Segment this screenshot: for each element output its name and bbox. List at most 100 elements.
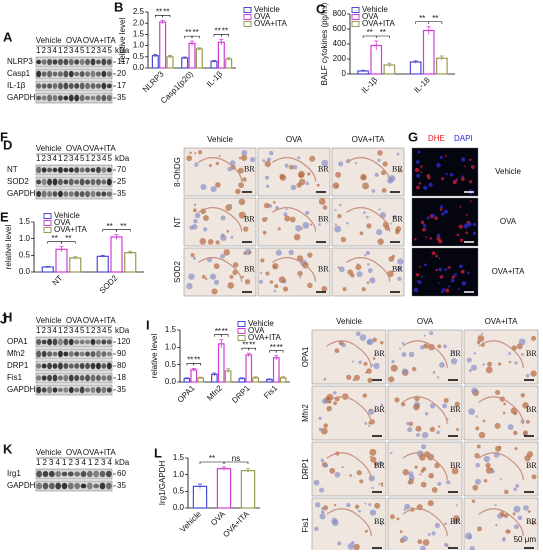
cell xyxy=(186,155,193,162)
band xyxy=(36,190,42,198)
band xyxy=(41,178,47,186)
cell xyxy=(299,276,302,279)
cell xyxy=(265,184,270,188)
y-tick-label: 1.5 xyxy=(165,325,177,334)
cell xyxy=(406,421,410,426)
alveolus xyxy=(478,452,524,480)
cell xyxy=(227,166,233,172)
significance-label: ** xyxy=(65,234,71,243)
significance-label: ** xyxy=(120,222,126,231)
band xyxy=(47,94,53,102)
y-tick-label: 2.0 xyxy=(133,18,145,27)
cell xyxy=(369,455,372,458)
cell xyxy=(368,424,371,428)
cell xyxy=(358,360,362,365)
cell xyxy=(423,343,429,349)
cell xyxy=(432,371,436,374)
significance-bracket xyxy=(428,21,443,24)
cell xyxy=(359,231,364,236)
band xyxy=(41,190,47,198)
band xyxy=(101,386,107,394)
band xyxy=(47,362,53,370)
cell xyxy=(338,161,344,167)
cell xyxy=(531,521,535,525)
cell-label: BR xyxy=(450,349,461,358)
legend-label: Vehicle xyxy=(54,211,80,220)
cell xyxy=(411,366,417,372)
significance-bracket xyxy=(162,14,171,18)
x-tick-label: Vehicle xyxy=(178,509,203,534)
cell xyxy=(207,239,214,245)
cell xyxy=(377,158,381,162)
band xyxy=(95,71,101,77)
cell xyxy=(334,348,340,354)
x-tick-label: OVA xyxy=(209,509,227,527)
mw-label: 20 xyxy=(117,69,126,78)
cell xyxy=(323,423,329,428)
band xyxy=(101,339,107,345)
cell xyxy=(485,366,493,374)
cell xyxy=(454,405,457,408)
cell xyxy=(320,458,325,463)
mw-label: 35 xyxy=(117,189,126,198)
cell xyxy=(297,270,303,277)
nucleus xyxy=(413,287,419,293)
band xyxy=(90,58,96,66)
band xyxy=(90,374,96,382)
nucleus xyxy=(424,227,427,230)
cell xyxy=(527,510,531,513)
cell xyxy=(451,467,459,475)
cell xyxy=(284,163,289,168)
cell xyxy=(283,212,288,217)
cell xyxy=(468,408,476,416)
cell xyxy=(238,157,242,160)
band xyxy=(47,190,53,198)
cell xyxy=(262,217,267,223)
nucleus xyxy=(424,263,427,267)
significance-bracket xyxy=(61,241,76,244)
band xyxy=(106,94,112,102)
band xyxy=(52,351,58,357)
cell xyxy=(523,505,529,511)
x-tick-label: Fis1 xyxy=(262,383,279,400)
nucleus xyxy=(425,236,427,239)
bar xyxy=(192,485,208,509)
panel-label: L xyxy=(154,445,162,460)
cell xyxy=(478,431,486,439)
bar xyxy=(190,369,198,383)
cell xyxy=(401,342,405,345)
band xyxy=(41,167,47,173)
cell xyxy=(347,542,355,550)
alveolus xyxy=(478,508,524,536)
x-tick-label: NLRP3 xyxy=(141,69,166,94)
mw-label: 90 xyxy=(117,349,126,358)
band xyxy=(90,386,96,394)
band xyxy=(101,58,107,66)
band xyxy=(52,363,58,369)
bar xyxy=(110,236,123,273)
band xyxy=(90,95,96,101)
cell xyxy=(232,269,238,275)
cell xyxy=(454,401,460,407)
cell xyxy=(497,362,502,366)
cell xyxy=(329,467,336,474)
band xyxy=(68,178,74,186)
nucleus xyxy=(418,280,422,284)
cell xyxy=(513,505,521,513)
band xyxy=(52,167,58,173)
bar xyxy=(41,266,54,273)
cell xyxy=(264,160,271,168)
cell xyxy=(318,416,322,420)
bar xyxy=(124,252,137,273)
cell xyxy=(482,419,486,423)
nucleus xyxy=(456,233,460,237)
nucleus xyxy=(422,223,427,228)
nucleus xyxy=(465,213,468,216)
significance-bracket xyxy=(116,229,131,232)
nucleus xyxy=(438,267,443,272)
significance-label: ** xyxy=(242,340,248,349)
band xyxy=(99,482,106,490)
band xyxy=(93,483,100,489)
cell xyxy=(495,524,498,527)
nucleus xyxy=(415,272,420,277)
